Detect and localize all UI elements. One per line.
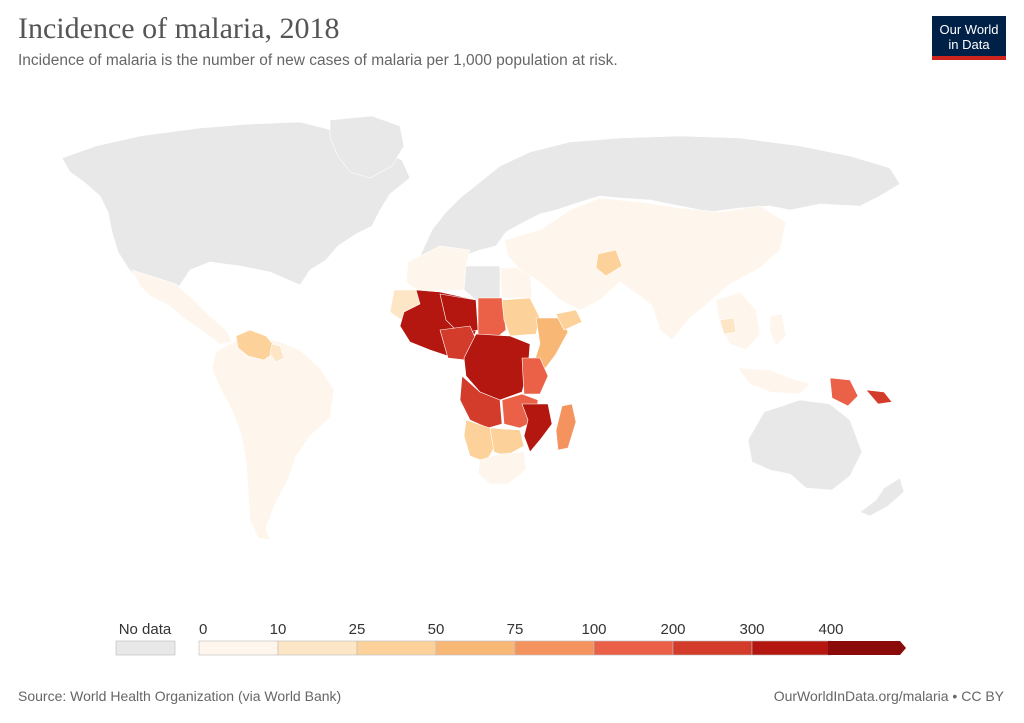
world-map bbox=[61, 115, 905, 541]
legend-tick-label: 50 bbox=[428, 621, 445, 638]
new-zealand[interactable] bbox=[859, 477, 905, 517]
legend-tick-label: 100 bbox=[581, 621, 606, 638]
yemen[interactable] bbox=[555, 309, 583, 331]
color-legend: No data 0 10 25 50 75 100 200 300 400 bbox=[115, 621, 906, 656]
license-link[interactable]: OurWorldInData.org/malaria • CC BY bbox=[773, 688, 1004, 704]
afghanistan[interactable] bbox=[595, 249, 623, 277]
legend-tick-label: 400 bbox=[818, 621, 843, 638]
legend-bin bbox=[198, 640, 279, 656]
legend-arrow bbox=[828, 641, 906, 655]
south-africa[interactable] bbox=[477, 451, 527, 485]
australia[interactable] bbox=[747, 399, 863, 491]
drc-region[interactable] bbox=[459, 375, 503, 429]
owid-logo[interactable]: Our World in Data bbox=[932, 16, 1006, 60]
solomon-islands[interactable] bbox=[865, 389, 893, 405]
legend-tick-label: 25 bbox=[349, 621, 366, 638]
southeast-asia[interactable] bbox=[715, 291, 761, 351]
guyana[interactable] bbox=[269, 343, 285, 363]
logo-line-2: in Data bbox=[948, 37, 990, 52]
south-america[interactable] bbox=[211, 333, 335, 541]
legend-tick-label: 10 bbox=[270, 621, 287, 638]
sudan-region[interactable] bbox=[477, 297, 507, 339]
madagascar[interactable] bbox=[555, 403, 577, 451]
legend-tick-label: 75 bbox=[507, 621, 524, 638]
chart-subtitle: Incidence of malaria is the number of ne… bbox=[18, 52, 618, 69]
legend-bin bbox=[672, 640, 753, 656]
central-africa-high[interactable] bbox=[463, 333, 531, 401]
legend-bin bbox=[435, 640, 516, 656]
mozambique[interactable] bbox=[521, 403, 553, 453]
legend-no-data-label: No data bbox=[119, 621, 172, 638]
europe-russia-region[interactable] bbox=[419, 135, 901, 263]
greenland[interactable] bbox=[329, 115, 405, 179]
north-america-region[interactable] bbox=[61, 121, 411, 297]
legend-bin bbox=[593, 640, 674, 656]
legend-no-data-swatch bbox=[115, 640, 176, 656]
zambia-zimbabwe[interactable] bbox=[489, 427, 525, 457]
chart-title: Incidence of malaria, 2018 bbox=[18, 12, 340, 45]
north-africa[interactable] bbox=[405, 245, 471, 293]
north-africa-nodata[interactable] bbox=[463, 265, 501, 301]
papua-new-guinea[interactable] bbox=[829, 377, 859, 407]
philippines[interactable] bbox=[769, 313, 787, 347]
legend-bin bbox=[514, 640, 595, 656]
myanmar[interactable] bbox=[719, 317, 737, 335]
legend-bin bbox=[356, 640, 437, 656]
mexico-central-america[interactable] bbox=[131, 269, 233, 345]
legend-bin bbox=[751, 640, 832, 656]
legend-bin bbox=[277, 640, 358, 656]
logo-line-1: Our World bbox=[939, 22, 999, 37]
legend-tick-label: 0 bbox=[199, 621, 207, 638]
ethiopia-region[interactable] bbox=[501, 297, 541, 337]
indonesia[interactable] bbox=[737, 367, 811, 395]
legend-tick-label: 300 bbox=[739, 621, 764, 638]
legend-tick-label: 200 bbox=[660, 621, 685, 638]
middle-east-asia-region[interactable] bbox=[503, 197, 787, 341]
source-note: Source: World Health Organization (via W… bbox=[18, 688, 342, 704]
kenya-region[interactable] bbox=[521, 357, 549, 395]
